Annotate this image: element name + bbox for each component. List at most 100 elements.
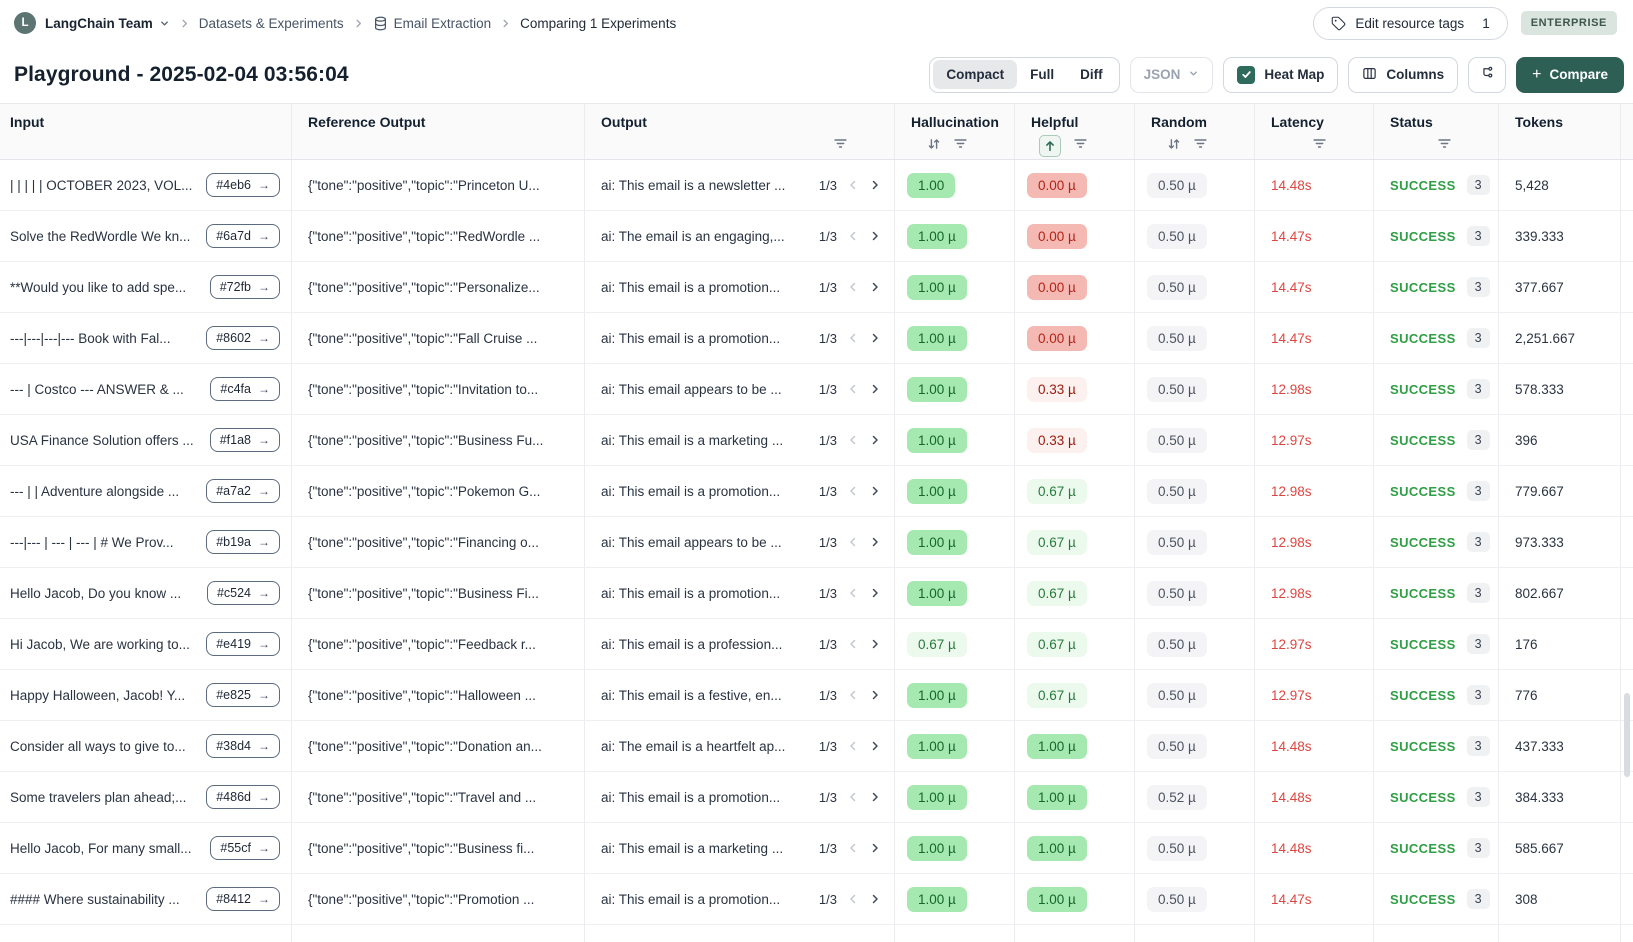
hallucination-score-chip[interactable]: 1.00 µ [907, 580, 967, 606]
chevron-right-icon[interactable] [869, 434, 881, 446]
random-score-chip[interactable]: 0.50 µ [1147, 733, 1207, 759]
example-id-pill[interactable]: #55cf → [210, 836, 280, 860]
example-id-pill[interactable]: #f1a8 → [209, 428, 280, 452]
chevron-right-icon[interactable] [869, 689, 881, 701]
chevron-right-icon[interactable] [869, 842, 881, 854]
chevron-right-icon[interactable] [869, 383, 881, 395]
example-id-pill[interactable]: #c4fa → [210, 377, 280, 401]
helpful-score-chip[interactable]: 1.00 µ [1027, 784, 1087, 810]
filter-icon[interactable] [1193, 137, 1208, 155]
chevron-left-icon[interactable] [847, 230, 859, 242]
hallucination-score-chip[interactable]: 1.00 µ [907, 835, 967, 861]
example-id-pill[interactable]: #38d4 → [206, 734, 280, 758]
column-header-reference-output[interactable]: Reference Output [308, 114, 426, 130]
example-id-pill[interactable]: #e825 → [206, 683, 280, 707]
sort-icon[interactable] [1167, 137, 1181, 156]
hallucination-score-chip[interactable]: 1.00 µ [907, 223, 967, 249]
chevron-left-icon[interactable] [847, 281, 859, 293]
breadcrumb-team[interactable]: LangChain Team [45, 16, 170, 31]
example-id-pill[interactable]: #6a7d → [206, 224, 280, 248]
table-row[interactable]: | | | | | OCTOBER 2023, VOL... #4eb6 → {… [0, 160, 1633, 211]
helpful-score-chip[interactable]: 0.67 µ [1027, 580, 1087, 606]
hallucination-score-chip[interactable]: 1.00 µ [907, 427, 967, 453]
view-mode-compact[interactable]: Compact [933, 60, 1018, 89]
random-score-chip[interactable]: 0.50 µ [1147, 886, 1207, 912]
helpful-score-chip[interactable]: 0.33 µ [1027, 376, 1087, 402]
breadcrumb-datasets[interactable]: Datasets & Experiments [198, 15, 344, 31]
hallucination-score-chip[interactable]: 1.00 µ [907, 529, 967, 555]
hallucination-score-chip[interactable]: 0.67 µ [907, 631, 967, 657]
example-id-pill[interactable]: #72fb → [209, 275, 280, 299]
random-score-chip[interactable]: 0.50 µ [1147, 427, 1207, 453]
table-row[interactable]: USA Finance Solution offers ... #f1a8 → … [0, 415, 1633, 466]
vertical-scrollbar[interactable] [1624, 693, 1630, 777]
example-id-pill[interactable]: #8412 → [206, 887, 280, 911]
filter-icon[interactable] [1312, 137, 1327, 155]
table-row[interactable]: #### Where sustainability ... #8412 → {"… [0, 874, 1633, 925]
helpful-score-chip[interactable]: 1.00 µ [1027, 886, 1087, 912]
hallucination-score-chip[interactable]: 1.00 µ [907, 376, 967, 402]
column-header-tokens[interactable]: Tokens [1515, 114, 1563, 130]
example-id-pill[interactable]: #8602 → [206, 326, 280, 350]
chevron-left-icon[interactable] [847, 638, 859, 650]
random-score-chip[interactable]: 0.50 µ [1147, 376, 1207, 402]
helpful-score-chip[interactable]: 0.33 µ [1027, 427, 1087, 453]
random-score-chip[interactable]: 0.50 µ [1147, 529, 1207, 555]
table-row[interactable]: **Would you like to add spe... #72fb → {… [0, 262, 1633, 313]
random-score-chip[interactable]: 0.50 µ [1147, 325, 1207, 351]
table-row[interactable]: Solve the RedWordle We kn... #6a7d → {"t… [0, 211, 1633, 262]
chevron-left-icon[interactable] [847, 587, 859, 599]
table-row[interactable]: Hello Jacob, Do you know ... #c524 → {"t… [0, 568, 1633, 619]
column-header-helpful[interactable]: Helpful [1031, 114, 1079, 130]
heat-map-toggle[interactable]: Heat Map [1223, 56, 1339, 93]
helpful-score-chip[interactable]: 1.00 µ [1027, 733, 1087, 759]
chevron-left-icon[interactable] [847, 536, 859, 548]
filter-icon[interactable] [1073, 137, 1088, 155]
example-id-pill[interactable]: #c524 → [206, 581, 280, 605]
hallucination-score-chip[interactable]: 1.00 µ [907, 274, 967, 300]
chevron-right-icon[interactable] [869, 332, 881, 344]
columns-button[interactable]: Columns [1348, 56, 1459, 93]
hallucination-score-chip[interactable]: 1.00 µ [907, 325, 967, 351]
random-score-chip[interactable]: 0.52 µ [1147, 784, 1207, 810]
hallucination-score-chip[interactable]: 1.00 µ [907, 682, 967, 708]
chevron-left-icon[interactable] [847, 740, 859, 752]
random-score-chip[interactable]: 0.50 µ [1147, 223, 1207, 249]
example-id-pill[interactable]: #4eb6 → [206, 173, 280, 197]
view-mode-full[interactable]: Full [1030, 67, 1055, 82]
random-score-chip[interactable]: 0.50 µ [1147, 580, 1207, 606]
random-score-chip[interactable]: 0.50 µ [1147, 631, 1207, 657]
helpful-score-chip[interactable]: 0.00 µ [1027, 172, 1087, 198]
chevron-left-icon[interactable] [847, 893, 859, 905]
column-header-latency[interactable]: Latency [1271, 114, 1324, 130]
helpful-score-chip[interactable]: 0.00 µ [1027, 223, 1087, 249]
helpful-score-chip[interactable]: 0.00 µ [1027, 274, 1087, 300]
chevron-right-icon[interactable] [869, 791, 881, 803]
chevron-left-icon[interactable] [847, 383, 859, 395]
filter-icon[interactable] [1437, 137, 1452, 155]
sort-ascending-active-icon[interactable] [1039, 135, 1061, 157]
random-score-chip[interactable]: 0.50 µ [1147, 274, 1207, 300]
chevron-right-icon[interactable] [869, 179, 881, 191]
filter-icon[interactable] [953, 137, 968, 155]
trace-tree-button[interactable] [1468, 56, 1507, 93]
chevron-left-icon[interactable] [847, 485, 859, 497]
filter-icon[interactable] [833, 137, 848, 155]
chevron-right-icon[interactable] [869, 485, 881, 497]
view-mode-diff[interactable]: Diff [1080, 67, 1103, 82]
hallucination-score-chip[interactable]: 1.00 µ [907, 733, 967, 759]
table-row[interactable]: Some travelers plan ahead;... #486d → {"… [0, 772, 1633, 823]
random-score-chip[interactable]: 0.50 µ [1147, 478, 1207, 504]
hallucination-score-chip[interactable]: 1.00 µ [907, 886, 967, 912]
chevron-left-icon[interactable] [847, 434, 859, 446]
random-score-chip[interactable]: 0.50 µ [1147, 172, 1207, 198]
table-row[interactable]: --- | Costco --- ANSWER & ... #c4fa → {"… [0, 364, 1633, 415]
table-row[interactable]: Consider all ways to give to... #38d4 → … [0, 721, 1633, 772]
chevron-left-icon[interactable] [847, 689, 859, 701]
chevron-right-icon[interactable] [869, 740, 881, 752]
chevron-right-icon[interactable] [869, 281, 881, 293]
chevron-right-icon[interactable] [869, 638, 881, 650]
example-id-pill[interactable]: #a7a2 → [206, 479, 280, 503]
hallucination-score-chip[interactable]: 1.00 µ [907, 478, 967, 504]
example-id-pill[interactable]: #486d → [206, 785, 280, 809]
